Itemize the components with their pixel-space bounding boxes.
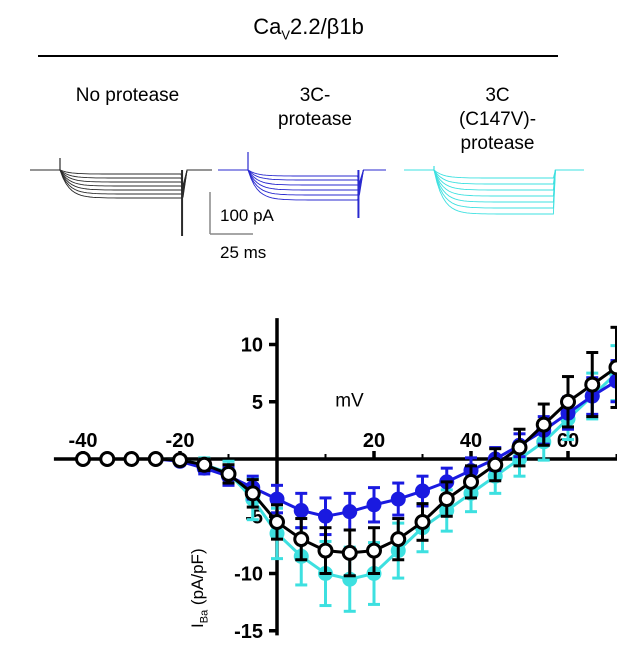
current-traces <box>30 152 584 236</box>
condition-label-3c-c147v-protease: 3C (C147V)- protease <box>420 84 575 156</box>
y-tick-label: -15 <box>234 621 263 643</box>
current-trace <box>404 169 584 185</box>
data-point <box>269 513 285 530</box>
data-point <box>244 485 261 502</box>
data-point <box>366 542 382 559</box>
title-rule <box>38 55 558 57</box>
condition-label-line: protease <box>460 133 535 154</box>
data-point <box>293 531 310 548</box>
y-tick-label: 10 <box>241 335 263 357</box>
data-point <box>414 513 431 530</box>
data-point <box>196 456 213 473</box>
data-point <box>584 376 601 393</box>
current-trace <box>218 169 386 185</box>
data-point <box>341 544 358 561</box>
data-point <box>220 465 237 482</box>
y-axis-label-prefix: I <box>188 623 207 628</box>
data-point <box>147 451 164 467</box>
condition-label-line: (C147V)- <box>458 109 537 130</box>
current-trace <box>218 169 386 201</box>
x-axis-label: mV <box>335 390 364 411</box>
current-trace <box>404 169 584 203</box>
condition-label-line: 3C <box>485 85 510 106</box>
data-point <box>608 359 617 376</box>
figure-title: CaV2.2/β1b <box>0 14 617 42</box>
data-point <box>123 451 140 467</box>
data-point <box>535 416 552 433</box>
x-tick-label: 20 <box>363 430 385 452</box>
title-prefix: Ca <box>253 14 282 39</box>
data-point <box>438 491 455 508</box>
series-2 <box>75 344 617 613</box>
scale-bar: 100 pA 25 ms <box>209 192 275 262</box>
data-point <box>318 508 333 524</box>
condition-label-line: 3C- <box>299 85 331 106</box>
data-point <box>511 439 528 456</box>
data-point <box>560 393 576 410</box>
current-trace <box>218 169 386 196</box>
data-point <box>99 451 116 467</box>
current-trace <box>404 169 584 209</box>
condition-label-line: No protease <box>75 85 180 106</box>
current-trace <box>30 169 212 188</box>
y-axis-label: IBa (pA/pF) <box>188 508 218 628</box>
current-trace <box>218 169 386 189</box>
data-point <box>487 456 504 473</box>
data-point <box>172 452 188 469</box>
current-trace <box>30 169 212 195</box>
condition-label-no-protease: No protease <box>40 84 215 108</box>
current-trace <box>404 169 584 179</box>
current-trace <box>30 169 212 190</box>
data-point <box>390 491 406 507</box>
data-point <box>415 483 430 499</box>
y-tick-label: 5 <box>252 392 263 414</box>
current-trace <box>30 169 212 193</box>
current-trace <box>404 169 584 197</box>
title-subscript: V <box>281 27 290 43</box>
current-trace <box>30 169 212 196</box>
x-tick-label: -40 <box>69 430 98 452</box>
x-tick-label: 40 <box>460 430 482 452</box>
data-point <box>390 531 407 548</box>
title-suffix: 2.2/β1b <box>289 14 364 39</box>
scale-bar-current-label: 100 pA <box>220 206 275 225</box>
x-tick-label: -20 <box>166 430 195 452</box>
y-tick-label: -10 <box>234 564 263 586</box>
condition-label-line: protease <box>278 109 352 130</box>
data-point <box>342 504 358 520</box>
current-trace <box>30 169 212 199</box>
current-trace <box>404 169 584 191</box>
current-trace <box>218 169 386 191</box>
current-trace <box>218 169 386 186</box>
y-axis-label-suffix: (pA/pF) <box>188 548 207 610</box>
current-trace <box>30 169 212 186</box>
condition-label-3c-protease: 3C- protease <box>240 84 390 132</box>
data-point <box>293 503 309 519</box>
current-trace <box>404 169 584 215</box>
data-point <box>463 473 479 490</box>
y-axis-label-subscript: Ba <box>198 609 211 624</box>
series-0 <box>75 325 617 578</box>
scale-bar-time-label: 25 ms <box>220 243 266 262</box>
data-point <box>366 497 382 513</box>
data-point <box>75 451 91 467</box>
data-point <box>317 542 334 559</box>
